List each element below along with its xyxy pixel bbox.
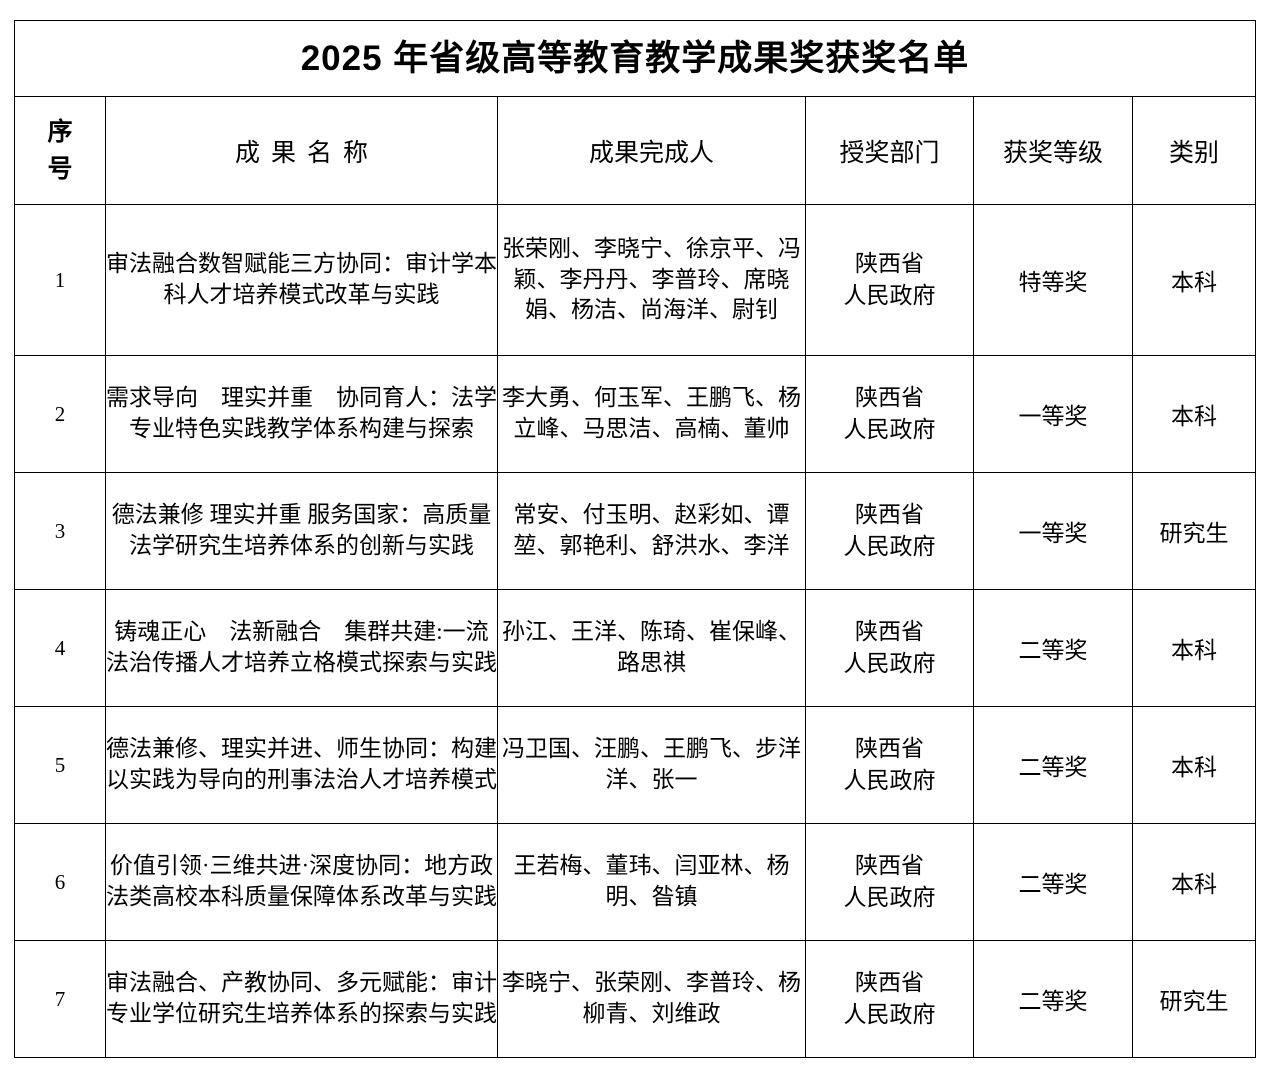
- row-category: 研究生: [1131, 940, 1257, 1058]
- row-contributors: 王若梅、董玮、闫亚林、杨明、昝镇: [497, 823, 806, 941]
- row-index: 2: [14, 355, 106, 473]
- table-row: 6 价值引领·三维共进·深度协同：地方政法类高校本科质量保障体系改革与实践 王若…: [14, 823, 1257, 941]
- column-header-department: 授奖部门: [805, 96, 974, 205]
- row-award-level: 特等奖: [973, 204, 1133, 356]
- row-achievement-title: 需求导向 理实并重 协同育人：法学专业特色实践教学体系构建与探索: [105, 355, 498, 473]
- row-award-level: 二等奖: [973, 589, 1133, 707]
- page-title: 2025 年省级高等教育教学成果奖获奖名单: [300, 38, 970, 78]
- index-header-line2: 号: [47, 154, 73, 183]
- document-title-cell: 2025 年省级高等教育教学成果奖获奖名单: [13, 20, 1257, 97]
- row-index: 1: [14, 204, 106, 356]
- department-line1: 陕西省: [855, 735, 924, 761]
- row-index: 5: [14, 706, 106, 824]
- department-line1: 陕西省: [855, 969, 924, 995]
- row-contributors: 张荣刚、李晓宁、徐京平、冯颖、李丹丹、李普玲、席晓娟、杨洁、尚海洋、尉钊: [497, 204, 806, 356]
- department-line2: 人民政府: [843, 885, 936, 910]
- row-awarding-department: 陕西省 人民政府: [805, 823, 974, 941]
- row-contributors: 孙江、王洋、陈琦、崔保峰、路思祺: [497, 589, 806, 707]
- row-contributors: 常安、付玉明、赵彩如、谭堃、郭艳利、舒洪水、李洋: [497, 472, 806, 590]
- column-header-title: 成果名称: [105, 96, 498, 205]
- row-achievement-title: 审法融合数智赋能三方协同：审计学本科人才培养模式改革与实践: [105, 204, 498, 356]
- column-header-index: 序 号: [14, 96, 106, 205]
- row-achievement-title: 德法兼修 理实并重 服务国家：高质量法学研究生培养体系的创新与实践: [105, 472, 498, 590]
- department-line1: 陕西省: [855, 501, 924, 527]
- row-index: 3: [14, 472, 106, 590]
- index-header-stack: 序 号: [15, 114, 105, 187]
- department-line1: 陕西省: [855, 618, 924, 644]
- row-awarding-department: 陕西省 人民政府: [805, 204, 974, 356]
- table-row: 5 德法兼修、理实并进、师生协同：构建以实践为导向的刑事法治人才培养模式 冯卫国…: [14, 706, 1257, 824]
- table-row: 1 审法融合数智赋能三方协同：审计学本科人才培养模式改革与实践 张荣刚、李晓宁、…: [14, 204, 1257, 356]
- row-award-level: 一等奖: [973, 472, 1133, 590]
- column-header-level: 获奖等级: [973, 96, 1133, 205]
- table-header-row: 序 号 成果名称 成果完成人 授奖部门 获奖等级 类别: [14, 96, 1257, 205]
- row-award-level: 一等奖: [973, 355, 1133, 473]
- row-category: 本科: [1131, 823, 1257, 941]
- row-awarding-department: 陕西省 人民政府: [805, 706, 974, 824]
- row-awarding-department: 陕西省 人民政府: [805, 472, 974, 590]
- row-category: 本科: [1131, 706, 1257, 824]
- row-award-level: 二等奖: [973, 940, 1133, 1058]
- row-achievement-title: 审法融合、产教协同、多元赋能：审计专业学位研究生培养体系的探索与实践: [105, 940, 498, 1058]
- department-line1: 陕西省: [855, 384, 924, 410]
- column-header-people-label: 成果完成人: [588, 138, 714, 167]
- department-line2: 人民政府: [843, 534, 936, 559]
- row-contributors: 李大勇、何玉军、王鹏飞、杨立峰、马思洁、高楠、董帅: [497, 355, 806, 473]
- department-line1: 陕西省: [855, 852, 924, 878]
- department-line2: 人民政府: [843, 651, 936, 676]
- department-line2: 人民政府: [843, 1002, 936, 1027]
- department-line1: 陕西省: [855, 250, 924, 276]
- title-row: 2025 年省级高等教育教学成果奖获奖名单: [13, 20, 1257, 97]
- row-achievement-title: 德法兼修、理实并进、师生协同：构建以实践为导向的刑事法治人才培养模式: [105, 706, 498, 824]
- row-index: 6: [14, 823, 106, 941]
- table-row: 2 需求导向 理实并重 协同育人：法学专业特色实践教学体系构建与探索 李大勇、何…: [14, 355, 1257, 473]
- column-header-level-label: 获奖等级: [1002, 138, 1103, 167]
- row-category: 本科: [1131, 589, 1257, 707]
- department-line2: 人民政府: [843, 417, 936, 442]
- row-contributors: 冯卫国、汪鹏、王鹏飞、步洋洋、张一: [497, 706, 806, 824]
- row-index: 7: [14, 940, 106, 1058]
- column-header-people: 成果完成人: [497, 96, 806, 205]
- row-awarding-department: 陕西省 人民政府: [805, 355, 974, 473]
- index-header-line1: 序: [47, 118, 73, 147]
- row-index: 4: [14, 589, 106, 707]
- row-contributors: 李晓宁、张荣刚、李普玲、杨柳青、刘维政: [497, 940, 806, 1058]
- column-header-department-label: 授奖部门: [839, 138, 940, 167]
- award-list-table: 2025 年省级高等教育教学成果奖获奖名单 序 号 成果名称 成果完成人: [13, 20, 1257, 1058]
- row-achievement-title: 铸魂正心 法新融合 集群共建:一流法治传播人才培养立格模式探索与实践: [105, 589, 498, 707]
- row-award-level: 二等奖: [973, 823, 1133, 941]
- row-category: 本科: [1131, 204, 1257, 356]
- table-row: 7 审法融合、产教协同、多元赋能：审计专业学位研究生培养体系的探索与实践 李晓宁…: [14, 940, 1257, 1058]
- row-category: 研究生: [1131, 472, 1257, 590]
- column-header-category: 类别: [1131, 96, 1257, 205]
- table-row: 4 铸魂正心 法新融合 集群共建:一流法治传播人才培养立格模式探索与实践 孙江、…: [14, 589, 1257, 707]
- column-header-category-label: 类别: [1169, 138, 1220, 167]
- row-category: 本科: [1131, 355, 1257, 473]
- row-award-level: 二等奖: [973, 706, 1133, 824]
- department-line2: 人民政府: [843, 768, 936, 793]
- row-awarding-department: 陕西省 人民政府: [805, 589, 974, 707]
- row-achievement-title: 价值引领·三维共进·深度协同：地方政法类高校本科质量保障体系改革与实践: [105, 823, 498, 941]
- table-row: 3 德法兼修 理实并重 服务国家：高质量法学研究生培养体系的创新与实践 常安、付…: [14, 472, 1257, 590]
- department-line2: 人民政府: [843, 283, 936, 308]
- column-header-title-label: 成果名称: [234, 138, 379, 167]
- row-awarding-department: 陕西省 人民政府: [805, 940, 974, 1058]
